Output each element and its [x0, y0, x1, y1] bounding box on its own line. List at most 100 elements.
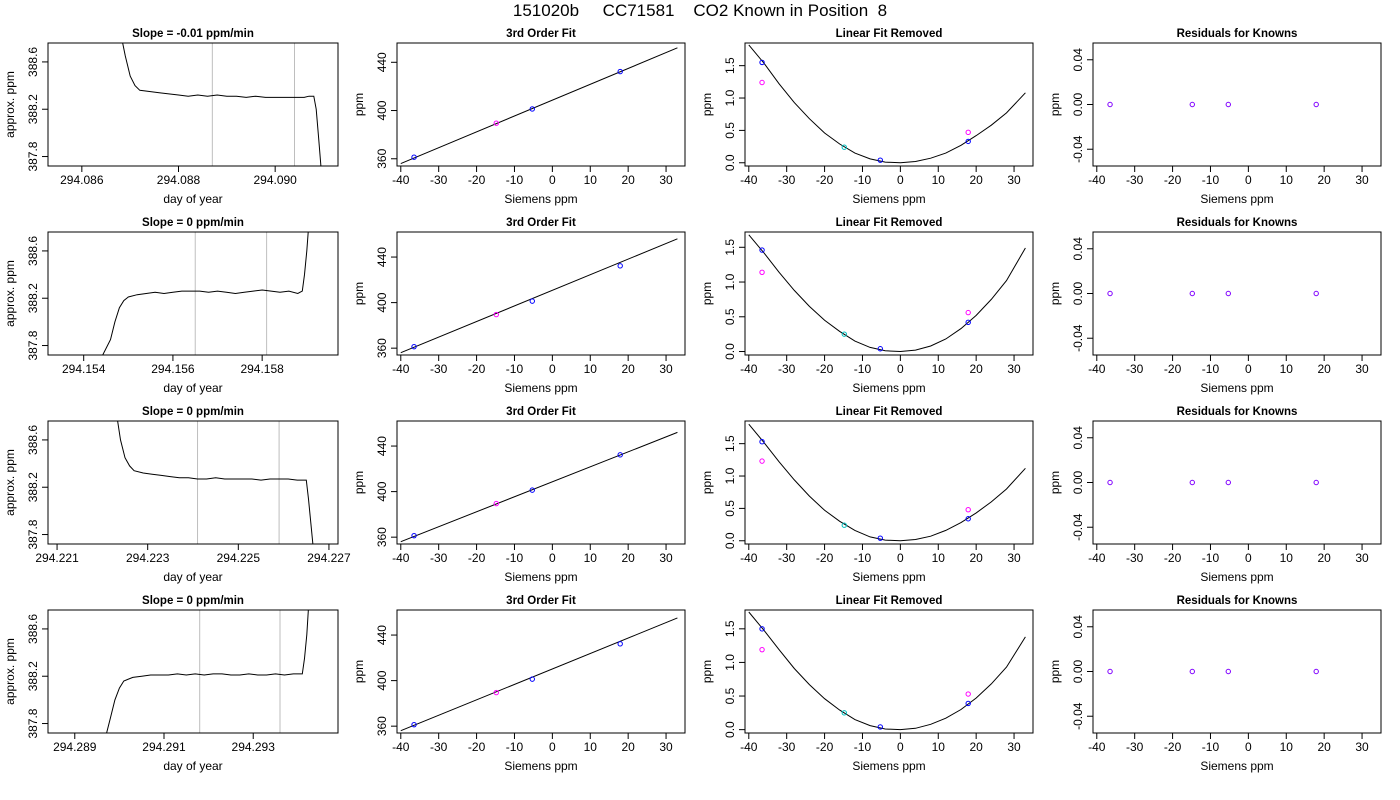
- data-point: [617, 452, 623, 458]
- y-tick-label: 388.2: [26, 283, 40, 313]
- x-tick-label: -40: [392, 740, 410, 754]
- x-tick-label: 10: [584, 173, 598, 187]
- x-tick-label: -30: [430, 173, 448, 187]
- data-point: [1107, 668, 1113, 675]
- series-line: [106, 610, 309, 733]
- fit-curve: [748, 234, 1026, 353]
- plot-area: [400, 47, 678, 165]
- panel-4-linear-removed: Linear Fit Removed -40 -30 -20 -10 0 10 20 30 0.0…: [700, 595, 1034, 773]
- plot-area: [106, 610, 309, 733]
- plot-frame: [396, 42, 686, 167]
- x-tick-label: -30: [1126, 173, 1144, 187]
- x-tick-label: -40: [740, 740, 758, 754]
- x-tick-label: -20: [816, 362, 834, 376]
- x-tick-label: 20: [1317, 362, 1331, 376]
- x-tick-label: -30: [778, 740, 796, 754]
- y-tick-label: 1.5: [723, 57, 737, 74]
- data-point: [529, 487, 535, 493]
- x-axis-label: Siemens ppm: [504, 381, 577, 395]
- panel-3-fit: 3rd Order Fit -40 -30 -20 -10 0 10 20 30 360 400 44…: [352, 406, 686, 584]
- panel-1-linear-removed: Linear Fit Removed -40 -30 -20 -10 0 10 20 30 0.0…: [700, 28, 1034, 206]
- panel-title: Slope = 0 ppm/min: [142, 406, 244, 418]
- x-axis-label: Siemens ppm: [852, 192, 925, 206]
- x-tick-label: -20: [816, 740, 834, 754]
- y-axis-label: approx. ppm: [3, 638, 17, 705]
- y-tick-label: 0.04: [1071, 237, 1085, 261]
- x-tick-label: 294.225: [217, 551, 261, 565]
- plot-frame: [744, 231, 1034, 356]
- y-tick-label: 1.5: [723, 239, 737, 256]
- plot-area: [400, 238, 678, 354]
- y-tick-label: -0.04: [1071, 135, 1085, 163]
- x-axis-label: Siemens ppm: [1200, 570, 1273, 584]
- x-tick-label: -10: [506, 740, 524, 754]
- x-tick-label: 294.289: [53, 740, 97, 754]
- y-tick-label: 0.0: [723, 343, 737, 360]
- x-axis-label: day of year: [163, 192, 222, 206]
- panel-2-residuals: Residuals for Knowns -40 -30 -20 -10 0 10 20 30 -…: [1048, 217, 1382, 395]
- data-point: [493, 311, 499, 318]
- plot-frame: [396, 231, 686, 356]
- x-tick-label: 0: [897, 173, 904, 187]
- y-tick-label: 400: [375, 481, 389, 501]
- plot-area: [1107, 668, 1319, 675]
- plot-area: [1107, 479, 1319, 486]
- x-tick-label: 0: [897, 740, 904, 754]
- x-tick-label: -30: [1126, 740, 1144, 754]
- x-tick-label: 0: [1245, 173, 1252, 187]
- data-point: [1189, 101, 1195, 108]
- x-tick-label: -10: [1202, 740, 1220, 754]
- x-tick-label: 20: [621, 740, 635, 754]
- data-point: [965, 516, 971, 522]
- panel-4-fit: 3rd Order Fit -40 -30 -20 -10 0 10 20 30 360 400 44…: [352, 595, 686, 773]
- y-tick-label: 388.6: [26, 425, 40, 455]
- y-tick-label: 360: [375, 527, 389, 547]
- x-axis-label: Siemens ppm: [1200, 759, 1273, 773]
- y-tick-label: 1.5: [723, 435, 737, 452]
- y-tick-label: 0.00: [1071, 470, 1085, 494]
- panel-title: 3rd Order Fit: [506, 217, 576, 229]
- x-tick-label: -10: [1202, 173, 1220, 187]
- data-point: [1313, 290, 1319, 297]
- plot-area: [122, 43, 322, 166]
- data-point: [1189, 479, 1195, 486]
- x-tick-label: 20: [621, 551, 635, 565]
- x-tick-label: 30: [1007, 362, 1021, 376]
- y-tick-label: 440: [375, 625, 389, 645]
- x-axis-label: Siemens ppm: [1200, 381, 1273, 395]
- x-tick-label: 294.154: [62, 362, 106, 376]
- y-axis-label: ppm: [700, 282, 714, 305]
- figure-title: 151020b CC71581 CO2 Known in Position 8: [512, 1, 888, 20]
- y-tick-label: 0.5: [723, 122, 737, 139]
- plot-frame: [47, 231, 339, 356]
- y-tick-label: 440: [375, 247, 389, 267]
- x-tick-label: 294.293: [232, 740, 276, 754]
- x-tick-label: 20: [1317, 551, 1331, 565]
- data-point: [759, 247, 765, 253]
- y-tick-label: -0.04: [1071, 324, 1085, 352]
- data-point: [1225, 479, 1231, 486]
- x-axis-label: Siemens ppm: [852, 381, 925, 395]
- x-tick-label: 20: [969, 551, 983, 565]
- plot-frame: [744, 42, 1034, 167]
- x-tick-label: -20: [1164, 740, 1182, 754]
- x-tick-label: -40: [392, 551, 410, 565]
- data-point: [1313, 101, 1319, 108]
- x-tick-label: 30: [1355, 551, 1369, 565]
- x-tick-label: -10: [1202, 551, 1220, 565]
- plot-frame: [744, 420, 1034, 545]
- y-axis-label: ppm: [352, 93, 366, 116]
- x-tick-label: 10: [1280, 551, 1294, 565]
- plot-frame: [47, 420, 339, 545]
- y-axis-label: ppm: [1048, 660, 1062, 683]
- x-tick-label: -30: [430, 740, 448, 754]
- panel-title: Linear Fit Removed: [836, 28, 943, 40]
- y-tick-label: 0.5: [723, 308, 737, 325]
- y-tick-label: 0.04: [1071, 48, 1085, 72]
- x-axis-label: Siemens ppm: [504, 759, 577, 773]
- data-point: [411, 721, 417, 728]
- plot-frame: [396, 609, 686, 734]
- x-tick-label: 294.090: [253, 173, 297, 187]
- x-tick-label: -20: [1164, 173, 1182, 187]
